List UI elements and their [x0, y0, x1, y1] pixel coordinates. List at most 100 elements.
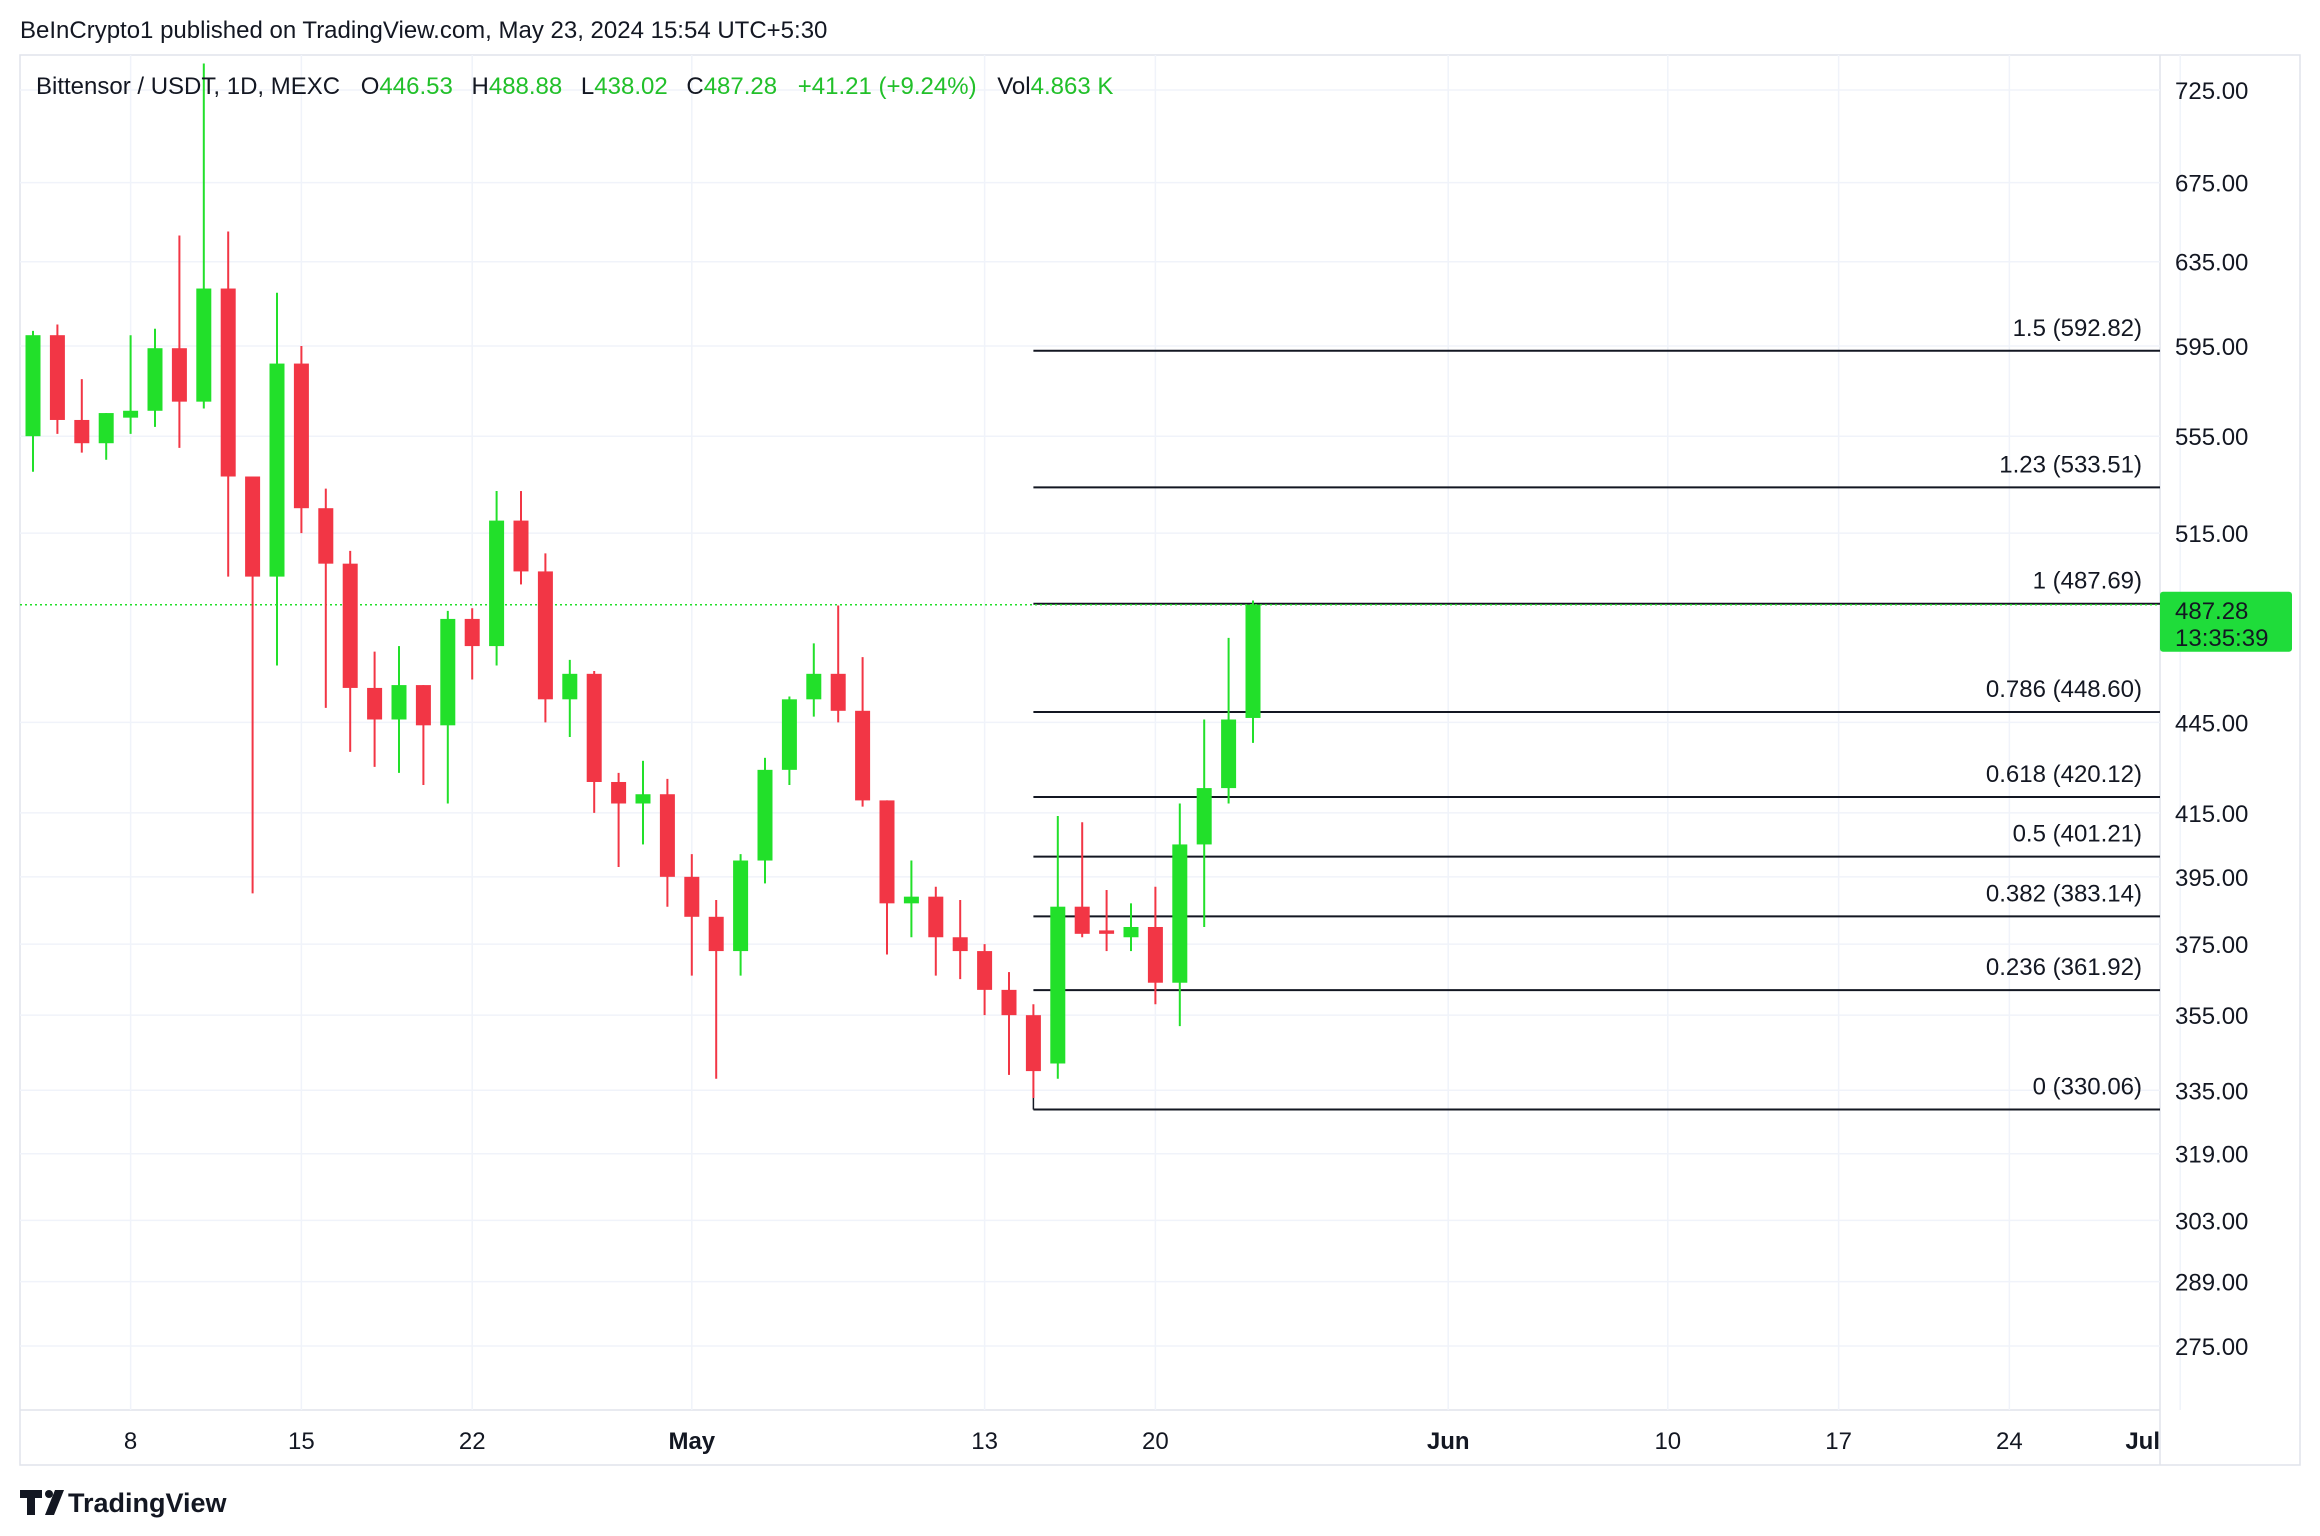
candle-body: [708, 916, 724, 952]
time-tick-label: 10: [1654, 1428, 1681, 1455]
legend-low-label: L: [581, 73, 594, 100]
candle-body: [684, 876, 700, 917]
price-tick-label: 595.00: [2175, 334, 2248, 361]
candle-body: [147, 348, 163, 411]
legend-symbol: Bittensor / USDT, 1D, MEXC: [36, 73, 340, 100]
candle-body: [1001, 989, 1017, 1016]
fib-level-label: 0.618 (420.12): [1986, 761, 2142, 788]
fib-level-label: 0.5 (401.21): [2013, 821, 2142, 848]
legend-change: +41.21 (+9.24%): [798, 73, 977, 100]
price-tag-price: 487.28: [2175, 598, 2248, 625]
time-tick-label: Jun: [1427, 1428, 1470, 1455]
time-tick-label: 17: [1825, 1428, 1852, 1455]
candle-body: [98, 413, 114, 444]
candle-body: [220, 288, 236, 477]
candle-body: [489, 520, 505, 647]
tradingview-logo-icon: [20, 1490, 64, 1515]
candle-body: [830, 673, 846, 711]
price-tick-label: 515.00: [2175, 521, 2248, 548]
price-tick-label: 395.00: [2175, 865, 2248, 892]
price-tick-label: 415.00: [2175, 801, 2248, 828]
candle-body: [269, 363, 285, 577]
candle-body: [1074, 906, 1090, 934]
candle-body: [49, 335, 65, 420]
candle-body: [757, 769, 773, 861]
candle-body: [611, 781, 627, 804]
candle-body: [245, 476, 261, 577]
publisher-line: BeInCrypto1 published on TradingView.com…: [20, 17, 827, 44]
legend-high-value: 488.88: [489, 73, 562, 100]
price-tick-label: 555.00: [2175, 424, 2248, 451]
fib-level-label: 1 (487.69): [2033, 568, 2142, 595]
candle-body: [464, 618, 480, 647]
price-tick-label: 635.00: [2175, 250, 2248, 277]
price-tick-label: 355.00: [2175, 1003, 2248, 1030]
legend-high-label: H: [472, 73, 489, 100]
time-tick-label: 24: [1996, 1428, 2023, 1455]
candle-body: [25, 335, 41, 437]
candle-body: [1050, 906, 1066, 1064]
fib-retracement[interactable]: 1.5 (592.82) 1.23 (533.51) 1 (487.69) 0.786…: [1032, 315, 2160, 1111]
time-axis[interactable]: 8 15 22 May 13 20 Jun 10 17 24 Jul: [124, 1428, 2160, 1455]
fib-level-label: 0.236 (361.92): [1986, 954, 2142, 981]
candle-body: [659, 794, 675, 877]
candle-body: [562, 673, 578, 700]
candle-body: [391, 685, 407, 720]
candle-body: [440, 618, 456, 726]
candle-body: [952, 937, 968, 952]
candle-body: [74, 419, 90, 444]
ohlc-legend: Bittensor / USDT, 1D, MEXC O446.53 H488.…: [36, 73, 1113, 100]
time-tick-label: 15: [288, 1428, 315, 1455]
candle-body: [1221, 719, 1237, 789]
candles: [25, 63, 1261, 1099]
candle-body: [635, 794, 651, 804]
candle-body: [928, 896, 944, 938]
price-tick-label: 319.00: [2175, 1142, 2248, 1169]
candle-body: [342, 563, 358, 688]
candle-body: [733, 860, 749, 952]
price-axis[interactable]: 725.00 675.00 635.00 595.00 555.00 515.00 445.…: [2175, 78, 2248, 1361]
candle-body: [415, 685, 431, 726]
candle-body: [879, 800, 895, 904]
fib-level-label: 0.382 (383.14): [1986, 880, 2142, 907]
fib-level-label: 1.5 (592.82): [2013, 315, 2142, 342]
candle-body: [123, 410, 139, 418]
time-tick-label: 8: [124, 1428, 137, 1455]
time-tick-label: Jul: [2125, 1428, 2160, 1455]
price-tick-label: 335.00: [2175, 1078, 2248, 1105]
candle-body: [1172, 844, 1188, 983]
legend-vol-value: 4.863 K: [1031, 73, 1114, 100]
candle-body: [1147, 926, 1163, 983]
price-tick-label: 303.00: [2175, 1208, 2248, 1235]
fib-level-label: 0 (330.06): [2033, 1074, 2142, 1101]
candle-body: [293, 363, 309, 509]
price-tick-label: 445.00: [2175, 710, 2248, 737]
candle-body: [586, 673, 602, 782]
time-tick-label: 20: [1142, 1428, 1169, 1455]
candle-body: [318, 508, 334, 564]
candle-body: [367, 687, 383, 720]
fib-level-label: 1.23 (533.51): [1999, 451, 2142, 478]
fib-level-label: 0.786 (448.60): [1986, 676, 2142, 703]
legend-open-value: 446.53: [379, 73, 452, 100]
candle-body: [977, 951, 993, 990]
legend-vol-label: Vol: [997, 73, 1030, 100]
candle-body: [537, 571, 553, 700]
legend-close-value: 487.28: [704, 73, 777, 100]
price-tick-label: 675.00: [2175, 171, 2248, 198]
time-tick-label: May: [668, 1428, 715, 1455]
legend-low-value: 438.02: [594, 73, 667, 100]
candle-body: [781, 699, 797, 770]
grid: [20, 55, 2181, 1410]
legend-open-label: O: [361, 73, 380, 100]
legend-close-label: C: [686, 73, 703, 100]
price-tag-countdown: 13:35:39: [2175, 625, 2268, 652]
candle-body: [1099, 930, 1115, 934]
footer-brand: TradingView: [68, 1488, 228, 1518]
price-tick-label: 275.00: [2175, 1334, 2248, 1361]
chart-frame: [19, 54, 2301, 1466]
candle-body: [196, 288, 212, 402]
time-tick-label: 22: [459, 1428, 486, 1455]
price-tick-label: 375.00: [2175, 932, 2248, 959]
